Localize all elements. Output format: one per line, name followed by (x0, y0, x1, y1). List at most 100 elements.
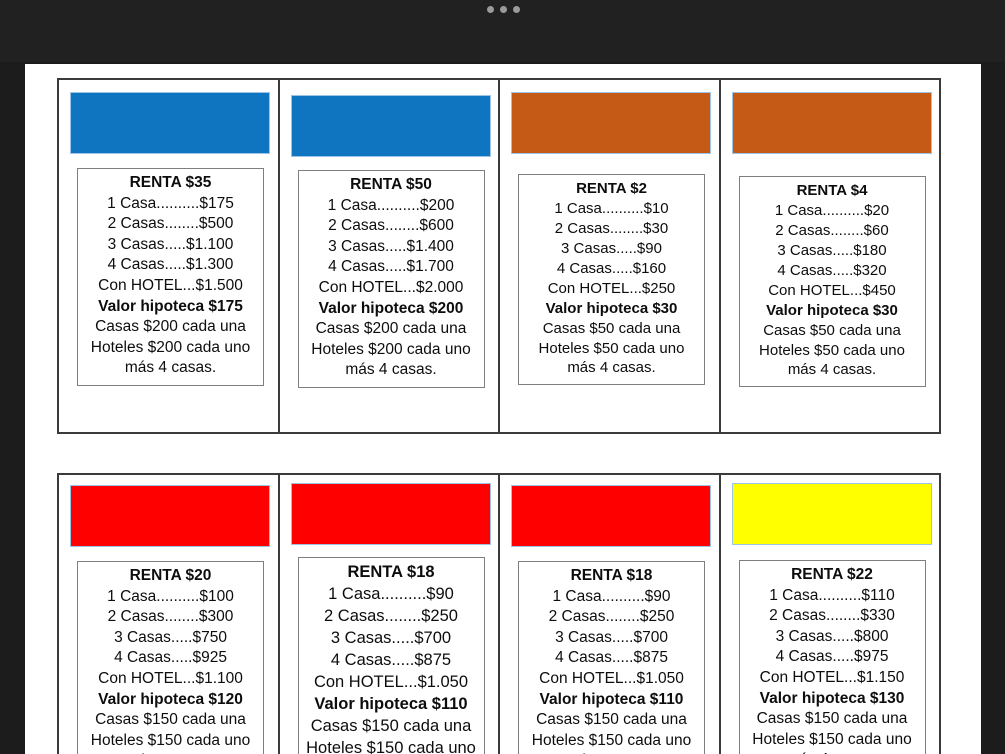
property-mortgage-value: Valor hipoteca $30 (766, 301, 898, 319)
property-rent-line: 2 Casas........$250 (548, 608, 675, 626)
property-rent-line: 4 Casas.....$925 (114, 649, 227, 667)
property-rent-box: RENTA $18 1 Casa..........$90 2 Casas.....… (518, 561, 705, 754)
property-rent-box: RENTA $2 1 Casa..........$10 2 Casas......… (518, 174, 705, 386)
property-mortgage-value: Valor hipoteca $130 (759, 689, 905, 707)
property-color-swatch-blue (70, 92, 270, 154)
property-card[interactable]: RENTA $20 1 Casa..........$100 2 Casas....… (59, 475, 280, 754)
property-color-swatch-red (511, 485, 711, 547)
property-rent-line: 4 Casas.....$160 (556, 259, 667, 277)
property-footer-line: Hoteles $150 cada uno (90, 731, 251, 749)
property-rent-line: 3 Casas.....$1.400 (328, 237, 454, 255)
property-footer-line: más 4 casas. (521, 751, 702, 754)
property-footer-line: Hoteles $150 cada uno (306, 738, 476, 754)
property-rent-title: RENTA $18 (347, 563, 435, 581)
property-rent-line: Con HOTEL...$450 (768, 281, 896, 299)
property-rent-line: Con HOTEL...$1.150 (759, 669, 905, 687)
property-rent-line: Con HOTEL...$1.050 (539, 670, 684, 688)
property-footer-line: más 4 casas. (567, 359, 656, 377)
property-footer-line: Casas $200 cada una (95, 318, 246, 336)
property-footer-line: más 4 casas. (742, 750, 923, 754)
property-footer-line: Hoteles $50 cada uno (759, 341, 905, 359)
property-footer-line: Casas $50 cada una (542, 319, 681, 337)
property-mortgage-value: Valor hipoteca $110 (314, 694, 468, 713)
property-rent-line: 2 Casas........$500 (107, 215, 234, 233)
property-footer-line: más 4 casas. (345, 361, 437, 379)
property-card[interactable]: RENTA $18 1 Casa..........$90 2 Casas.....… (500, 475, 721, 754)
property-rent-box: RENTA $20 1 Casa..........$100 2 Casas....… (77, 561, 264, 754)
property-footer-line: Hoteles $150 cada uno (531, 731, 692, 749)
property-footer-line: más 4 casas. (80, 751, 261, 754)
property-card[interactable]: RENTA $2 1 Casa..........$10 2 Casas......… (500, 80, 721, 432)
property-rent-line: 1 Casa..........$90 (552, 587, 671, 605)
property-card-table-2: RENTA $20 1 Casa..........$100 2 Casas....… (57, 473, 941, 754)
property-color-swatch-red (70, 485, 270, 547)
property-rent-line: 1 Casa..........$90 (328, 584, 454, 603)
property-rent-line: Con HOTEL...$250 (547, 279, 676, 297)
property-footer-line: Hoteles $150 cada uno (752, 730, 912, 748)
property-card[interactable]: RENTA $50 1 Casa..........$200 2 Casas....… (280, 80, 500, 432)
property-color-swatch-red (290, 483, 491, 545)
property-footer-line: Hoteles $200 cada uno (90, 338, 251, 356)
property-color-swatch-yellow (731, 483, 932, 545)
property-rent-line: Con HOTEL...$1.100 (98, 670, 243, 688)
property-rent-box: RENTA $22 1 Casa..........$110 2 Casas....… (738, 560, 926, 754)
loading-dot-3 (513, 6, 520, 13)
property-rent-line: 4 Casas.....$875 (555, 649, 668, 667)
property-rent-box: RENTA $50 1 Casa..........$200 2 Casas....… (297, 170, 485, 389)
property-rent-title: RENTA $4 (796, 182, 868, 199)
property-rent-title: RENTA $22 (791, 566, 873, 583)
property-rent-line: Con HOTEL...$1.050 (313, 672, 469, 691)
property-card[interactable]: RENTA $4 1 Casa..........$20 2 Casas......… (721, 80, 940, 432)
vertical-scrollbar[interactable] (993, 62, 1002, 754)
property-card[interactable]: RENTA $35 1 Casa..........$175 2 Casas....… (59, 80, 280, 432)
property-rent-line: 1 Casa..........$200 (327, 196, 455, 214)
property-rent-title: RENTA $35 (129, 174, 212, 191)
property-rent-line: 2 Casas........$250 (324, 606, 458, 625)
property-mortgage-value: Valor hipoteca $175 (98, 297, 243, 315)
property-footer-line: Hoteles $200 cada uno (311, 340, 471, 358)
property-footer-line: Hoteles $50 cada uno (538, 339, 685, 357)
property-rent-line: 3 Casas.....$180 (777, 241, 887, 259)
document-page: RENTA $35 1 Casa..........$175 2 Casas....… (25, 64, 981, 754)
property-color-swatch-orange (511, 92, 711, 154)
property-footer-line: Casas $150 cada una (536, 711, 687, 729)
property-rent-title: RENTA $2 (576, 180, 647, 197)
property-rent-title: RENTA $50 (350, 176, 432, 193)
property-rent-title: RENTA $18 (570, 567, 653, 584)
property-rent-box: RENTA $18 1 Casa..........$90 2 Casas.....… (297, 557, 485, 754)
property-color-swatch-blue (290, 95, 491, 157)
property-mortgage-value: Valor hipoteca $120 (98, 690, 243, 708)
loading-dot-1 (487, 6, 494, 13)
property-mortgage-value: Valor hipoteca $110 (539, 690, 684, 708)
property-rent-line: 3 Casas.....$800 (775, 627, 889, 645)
property-card[interactable]: RENTA $22 1 Casa..........$110 2 Casas....… (721, 475, 940, 754)
property-footer-line: Casas $150 cada una (95, 711, 246, 729)
property-rent-line: 2 Casas........$30 (554, 219, 669, 237)
property-rent-line: 1 Casa..........$100 (107, 587, 234, 605)
property-rent-line: 3 Casas.....$1.100 (107, 235, 234, 253)
property-footer-line: Casas $50 cada una (763, 321, 901, 339)
property-rent-line: 4 Casas.....$1.700 (328, 258, 454, 276)
property-footer-line: Casas $200 cada una (315, 320, 467, 338)
property-footer-line: más 4 casas. (787, 361, 877, 379)
property-footer-line: más 4 casas. (124, 359, 217, 377)
property-card-table-1: RENTA $35 1 Casa..........$175 2 Casas....… (57, 78, 941, 434)
property-rent-line: 1 Casa..........$20 (774, 201, 890, 219)
property-footer-line: Casas $150 cada una (756, 710, 908, 728)
property-rent-box: RENTA $4 1 Casa..........$20 2 Casas......… (738, 176, 926, 388)
property-rent-line: 1 Casa..........$10 (554, 199, 669, 217)
property-rent-line: 2 Casas........$60 (775, 221, 889, 239)
property-rent-line: 1 Casa..........$175 (107, 194, 234, 212)
property-footer-line: Casas $150 cada una (310, 716, 472, 735)
loading-dots-indicator (487, 6, 520, 13)
property-rent-line: 2 Casas........$330 (769, 607, 895, 625)
property-mortgage-value: Valor hipoteca $30 (545, 299, 678, 317)
property-mortgage-value: Valor hipoteca $200 (318, 299, 464, 317)
property-rent-line: 4 Casas.....$1.300 (107, 256, 234, 274)
property-rent-line: 3 Casas.....$750 (114, 628, 227, 646)
property-rent-line: 3 Casas.....$90 (561, 239, 662, 257)
property-card[interactable]: RENTA $18 1 Casa..........$90 2 Casas.....… (280, 475, 500, 754)
property-rent-line: 4 Casas.....$875 (330, 650, 452, 669)
viewer-toolbar (0, 0, 1005, 62)
